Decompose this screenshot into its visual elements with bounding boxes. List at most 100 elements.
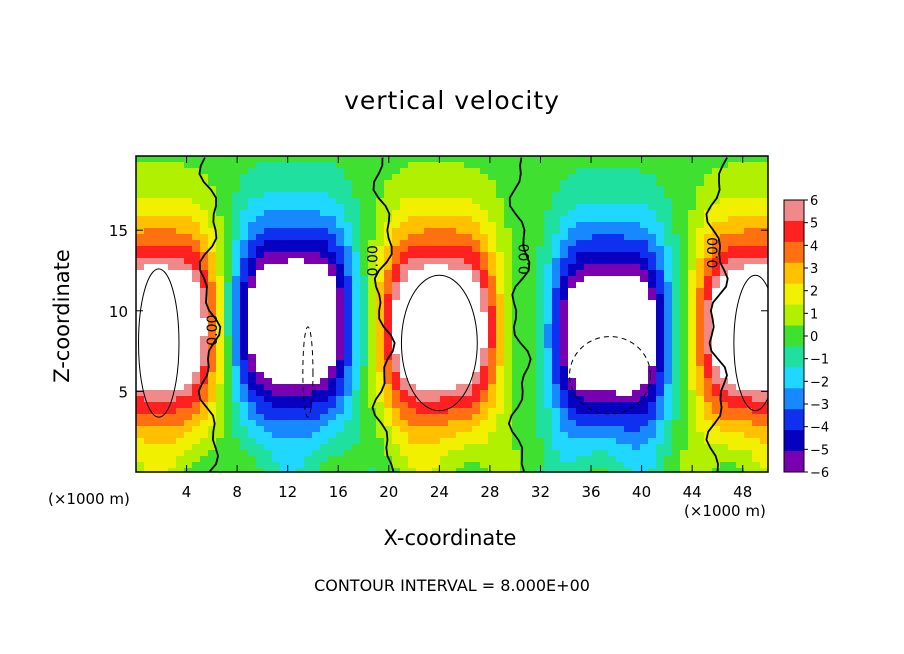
field-cell <box>464 432 473 439</box>
field-cell <box>184 300 193 307</box>
field-cell <box>240 282 249 289</box>
field-cell <box>760 180 768 187</box>
field-cell <box>648 258 657 265</box>
field-cell <box>408 282 417 289</box>
field-cell <box>440 180 449 187</box>
field-cell <box>552 378 561 385</box>
field-cell <box>192 210 201 217</box>
field-cell <box>488 360 497 367</box>
field-cell <box>656 288 665 295</box>
field-cell <box>448 348 457 355</box>
field-cell <box>136 444 145 451</box>
field-cell <box>624 438 633 445</box>
field-cell <box>360 162 369 169</box>
field-cell <box>696 318 705 325</box>
field-cell <box>320 384 329 391</box>
field-cell <box>672 402 681 409</box>
field-cell <box>424 240 433 247</box>
field-cell <box>144 246 153 253</box>
field-cell <box>280 156 289 163</box>
field-cell <box>424 258 433 265</box>
field-cell <box>672 384 681 391</box>
field-cell <box>616 336 625 343</box>
field-cell <box>424 222 433 229</box>
field-cell <box>536 324 545 331</box>
field-cell <box>432 438 441 445</box>
field-cell <box>728 288 737 295</box>
field-cell <box>760 378 768 385</box>
field-cell <box>320 234 329 241</box>
field-cell <box>712 432 721 439</box>
field-cell <box>616 294 625 301</box>
field-cell <box>296 438 305 445</box>
field-cell <box>464 444 473 451</box>
field-cell <box>264 246 273 253</box>
field-cell <box>752 174 761 181</box>
field-cell <box>480 216 489 223</box>
field-cell <box>640 372 649 379</box>
field-cell <box>432 444 441 451</box>
field-cell <box>688 372 697 379</box>
field-cell <box>696 372 705 379</box>
field-cell <box>216 270 225 277</box>
field-cell <box>680 234 689 241</box>
field-cell <box>528 390 537 397</box>
field-cell <box>520 378 529 385</box>
field-cell <box>640 168 649 175</box>
field-cell <box>360 312 369 319</box>
field-cell <box>384 270 393 277</box>
field-cell <box>280 330 289 337</box>
field-cell <box>328 336 337 343</box>
field-cell <box>656 180 665 187</box>
core-contour <box>400 274 478 412</box>
field-cell <box>288 378 297 385</box>
field-cell <box>208 402 217 409</box>
field-cell <box>704 450 713 457</box>
field-cell <box>264 444 273 451</box>
field-cell <box>656 246 665 253</box>
field-cell <box>328 468 337 472</box>
field-cell <box>392 258 401 265</box>
field-cell <box>568 366 577 373</box>
field-cell <box>552 360 561 367</box>
field-cell <box>240 378 249 385</box>
field-cell <box>448 330 457 337</box>
field-cell <box>544 288 553 295</box>
field-cell <box>432 408 441 415</box>
field-cell <box>328 210 337 217</box>
field-cell <box>744 222 753 229</box>
field-cell <box>168 186 177 193</box>
field-cell <box>616 192 625 199</box>
field-cell <box>176 336 185 343</box>
field-cell <box>160 396 169 403</box>
field-cell <box>568 462 577 469</box>
field-cell <box>688 414 697 421</box>
field-cell <box>312 198 321 205</box>
field-cell <box>616 360 625 367</box>
field-cell <box>344 162 353 169</box>
field-cell <box>224 240 233 247</box>
field-cell <box>664 450 673 457</box>
field-cell <box>184 228 193 235</box>
field-cell <box>184 384 193 391</box>
field-cell <box>672 180 681 187</box>
field-cell <box>192 204 201 211</box>
field-cell <box>344 186 353 193</box>
field-cell <box>280 294 289 301</box>
field-cell <box>712 240 721 247</box>
field-cell <box>144 450 153 457</box>
field-cell <box>560 270 569 277</box>
field-cell <box>616 276 625 283</box>
field-cell <box>720 270 729 277</box>
field-cell <box>568 336 577 343</box>
field-cell <box>592 438 601 445</box>
field-cell <box>728 204 737 211</box>
field-cell <box>712 174 721 181</box>
field-cell <box>440 216 449 223</box>
field-cell <box>696 324 705 331</box>
field-cell <box>440 438 449 445</box>
field-cell <box>736 300 745 307</box>
field-cell <box>624 186 633 193</box>
field-cell <box>688 384 697 391</box>
field-cell <box>232 258 241 265</box>
